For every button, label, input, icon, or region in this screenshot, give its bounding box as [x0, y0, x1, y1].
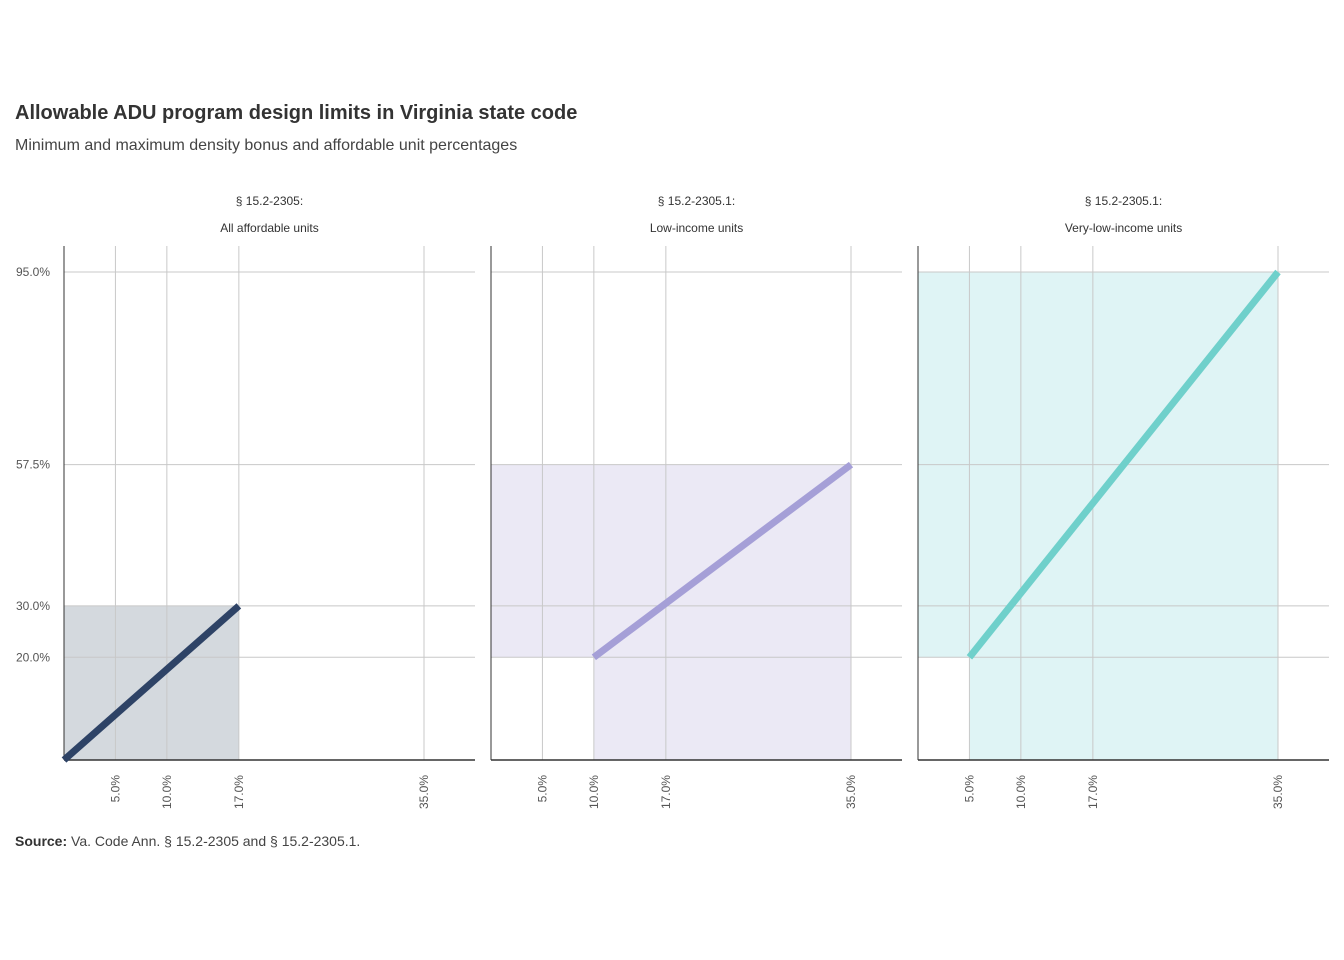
panel-2: § 15.2-2305.1: Low-income units 5.0% 10.0% 1…	[490, 194, 902, 809]
panel-1: § 15.2-2305: All affordable units 5.0% 10.0…	[16, 194, 475, 809]
x-tick-label: 35.0%	[417, 775, 431, 809]
x-tick-label: 35.0%	[844, 775, 858, 809]
data-line	[61, 603, 242, 763]
x-tick-label: 5.0%	[108, 775, 122, 803]
range-area-2	[969, 657, 1278, 760]
x-tick-label: 5.0%	[535, 775, 549, 803]
x-tick-label: 35.0%	[1271, 775, 1285, 809]
x-tick-label: 10.0%	[587, 775, 601, 809]
y-tick-label: 57.5%	[16, 458, 50, 472]
source-label: Source:	[15, 833, 68, 849]
range-area-1	[491, 464, 851, 658]
source-text: Va. Code Ann. § 15.2-2305 and § 15.2-230…	[71, 833, 361, 849]
data-line	[591, 461, 854, 661]
y-tick-label: 95.0%	[16, 265, 50, 279]
panel-3: § 15.2-2305.1: Very-low-income units 5.0% 1…	[917, 194, 1329, 809]
panel-title-line-1: § 15.2-2305.1:	[1085, 194, 1162, 208]
range-area-2	[593, 657, 851, 760]
panel-title-line-2: Low-income units	[650, 221, 743, 235]
y-tick-label: 20.0%	[16, 650, 50, 664]
y-tick-label: 30.0%	[16, 599, 50, 613]
panel-title-line-2: All affordable units	[220, 221, 319, 235]
x-tick-label: 10.0%	[1014, 775, 1028, 809]
panel-title-line-2: Very-low-income units	[1065, 221, 1182, 235]
panel-title-line-1: § 15.2-2305.1:	[658, 194, 735, 208]
x-tick-label: 17.0%	[659, 775, 673, 809]
x-tick-label: 17.0%	[1086, 775, 1100, 809]
x-tick-label: 5.0%	[962, 775, 976, 803]
data-line	[966, 269, 1281, 660]
chart-title: Allowable ADU program design limits in V…	[15, 102, 578, 124]
source-note: Source: Va. Code Ann. § 15.2-2305 and § …	[15, 833, 360, 849]
x-tick-label: 17.0%	[232, 775, 246, 809]
x-tick-label: 10.0%	[160, 775, 174, 809]
chart-subtitle: Minimum and maximum density bonus and af…	[15, 137, 518, 154]
panel-title-line-1: § 15.2-2305:	[236, 194, 303, 208]
